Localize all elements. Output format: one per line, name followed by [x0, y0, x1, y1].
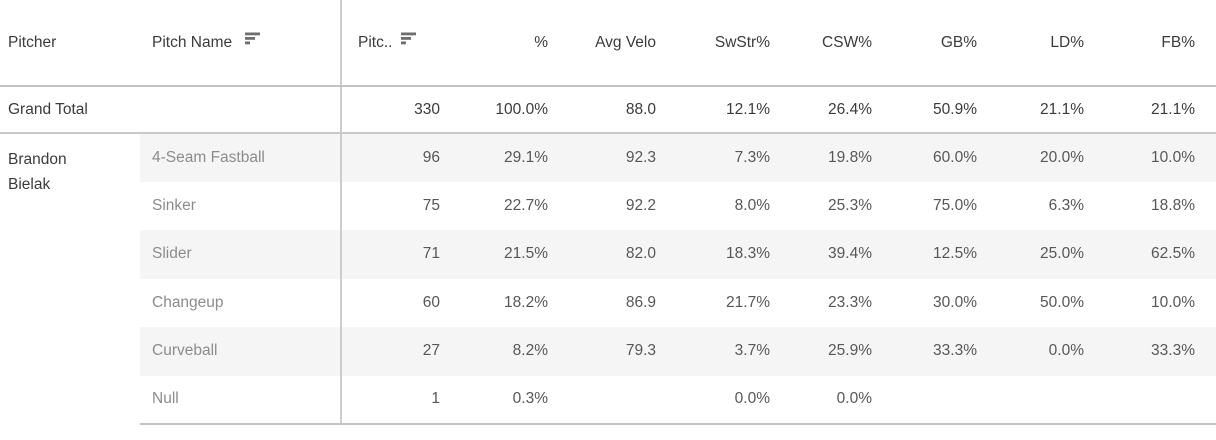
stat-cell[interactable]: 60	[422, 293, 440, 311]
column-header-label: CSW%	[822, 33, 872, 51]
stat-cell[interactable]: 50.0%	[1040, 293, 1084, 311]
stat-cell[interactable]: 88.0	[553, 86, 661, 134]
column-header-gb[interactable]: GB%	[877, 0, 982, 87]
stat-cell[interactable]: 330	[341, 86, 445, 134]
stat-cell[interactable]: 6.3%	[1048, 196, 1084, 214]
stat-cell[interactable]: 92.3	[553, 133, 661, 182]
table-row: Sinker 75 22.7% 92.2 8.0% 25.3% 75.0% 6.…	[0, 181, 1216, 230]
stat-cell[interactable]: 21.1%	[1089, 86, 1216, 134]
stat-cell[interactable]: 3.7%	[661, 327, 775, 376]
sort-descending-icon[interactable]	[401, 32, 417, 50]
column-header-label: Pitch Name	[152, 33, 233, 51]
stat-cell[interactable]: 18.8%	[1151, 196, 1195, 214]
column-header-pct[interactable]: %	[445, 0, 553, 87]
stat-cell[interactable]: 0.3%	[445, 375, 553, 425]
stat-cell[interactable]: 7.3%	[661, 133, 775, 182]
stat-cell[interactable]	[553, 375, 661, 425]
table-row: Changeup 60 18.2% 86.9 21.7% 23.3% 30.0%…	[0, 278, 1216, 327]
stat-cell[interactable]: 21.5%	[445, 230, 553, 279]
column-header-label: SwStr%	[714, 33, 770, 51]
crosstab-table: Pitcher Pitch Name Pitc.. % Avg Velo SwS…	[0, 0, 1216, 425]
stat-cell[interactable]: 10.0%	[1151, 293, 1195, 311]
stat-cell[interactable]: 0.0%	[661, 375, 775, 425]
stat-cell[interactable]: 18.2%	[504, 293, 548, 311]
stat-cell[interactable]: 75	[422, 196, 440, 214]
column-header-label: FB%	[1161, 33, 1195, 51]
column-header-label: Avg Velo	[595, 33, 656, 51]
column-header-label: Pitcher	[8, 33, 57, 51]
stat-cell[interactable]: 27	[341, 327, 445, 376]
pitcher-name-cell[interactable]: Brandon Bielak	[0, 133, 140, 424]
stat-cell[interactable]: 8.0%	[734, 196, 770, 214]
column-header-csw[interactable]: CSW%	[775, 0, 877, 87]
stat-cell[interactable]: 30.0%	[933, 293, 977, 311]
stat-cell[interactable]: 86.9	[625, 293, 656, 311]
stat-cell[interactable]	[982, 375, 1089, 425]
stat-cell[interactable]: 100.0%	[445, 86, 553, 134]
stat-cell[interactable]: 33.3%	[1089, 327, 1216, 376]
column-header-pitches[interactable]: Pitc..	[341, 0, 445, 87]
table-row: Brandon Bielak 4-Seam Fastball 96 29.1% …	[0, 133, 1216, 424]
column-header-swstr[interactable]: SwStr%	[661, 0, 775, 87]
grand-total-row: Grand Total 330 100.0% 88.0 12.1% 26.4% …	[0, 86, 1216, 134]
stat-cell[interactable]: 29.1%	[445, 133, 553, 182]
stat-cell[interactable]: 39.4%	[775, 230, 877, 279]
grand-total-label[interactable]: Grand Total	[0, 86, 342, 134]
column-header-pitch-name[interactable]: Pitch Name	[140, 0, 342, 87]
table-row: Null 1 0.3% 0.0% 0.0%	[0, 375, 1216, 425]
stat-cell[interactable]: 75.0%	[933, 196, 977, 214]
stat-cell[interactable]: 21.7%	[726, 293, 770, 311]
column-header-label: %	[534, 33, 548, 51]
stat-cell[interactable]: 82.0	[553, 230, 661, 279]
stat-cell[interactable]: 25.9%	[775, 327, 877, 376]
pitch-name-cell[interactable]: Sinker	[140, 181, 342, 230]
stat-cell[interactable]: 71	[341, 230, 445, 279]
stat-cell[interactable]: 25.0%	[982, 230, 1089, 279]
column-header-label: Pitc..	[358, 33, 393, 51]
stat-cell[interactable]: 33.3%	[877, 327, 982, 376]
stat-cell[interactable]: 21.1%	[982, 86, 1089, 134]
stat-cell[interactable]: 25.3%	[828, 196, 872, 214]
pitch-name-cell[interactable]: Curveball	[140, 327, 342, 376]
stat-cell[interactable]: 79.3	[553, 327, 661, 376]
stat-cell[interactable]: 0.0%	[982, 327, 1089, 376]
stat-cell[interactable]: 23.3%	[828, 293, 872, 311]
stat-cell[interactable]: 26.4%	[775, 86, 877, 134]
column-header-label: GB%	[940, 33, 977, 51]
stat-cell[interactable]: 0.0%	[775, 375, 877, 425]
column-header-fb[interactable]: FB%	[1089, 0, 1216, 87]
column-header-ld[interactable]: LD%	[982, 0, 1089, 87]
stat-cell[interactable]: 10.0%	[1089, 133, 1216, 182]
stat-cell[interactable]	[877, 375, 982, 425]
column-header-avg-velo[interactable]: Avg Velo	[553, 0, 661, 87]
stat-cell[interactable]: 60.0%	[877, 133, 982, 182]
stat-cell[interactable]: 92.2	[625, 196, 656, 214]
column-header-label: LD%	[1050, 33, 1084, 51]
sort-descending-icon[interactable]	[245, 32, 261, 50]
stat-cell[interactable]: 62.5%	[1089, 230, 1216, 279]
stat-cell[interactable]: 96	[341, 133, 445, 182]
stat-cell[interactable]: 18.3%	[661, 230, 775, 279]
header-row: Pitcher Pitch Name Pitc.. % Avg Velo SwS…	[0, 0, 1216, 87]
stat-cell[interactable]: 12.5%	[877, 230, 982, 279]
pitcher-name: Brandon Bielak	[8, 151, 67, 193]
stat-cell[interactable]: 22.7%	[504, 196, 548, 214]
stat-cell[interactable]: 8.2%	[445, 327, 553, 376]
stat-cell[interactable]	[1089, 375, 1216, 425]
stat-cell[interactable]: 19.8%	[775, 133, 877, 182]
pitch-name-cell[interactable]: Changeup	[140, 278, 342, 327]
stat-cell[interactable]: 1	[341, 375, 445, 425]
pitch-name-cell[interactable]: 4-Seam Fastball	[140, 133, 342, 182]
pitch-name-cell[interactable]: Null	[140, 375, 342, 425]
stat-cell[interactable]: 50.9%	[877, 86, 982, 134]
pitch-name-cell[interactable]: Slider	[140, 230, 342, 279]
stat-cell[interactable]: 20.0%	[982, 133, 1089, 182]
column-header-pitcher[interactable]: Pitcher	[0, 0, 140, 87]
stat-cell[interactable]: 12.1%	[661, 86, 775, 134]
table-row: Curveball 27 8.2% 79.3 3.7% 25.9% 33.3% …	[0, 327, 1216, 376]
table-row: Slider 71 21.5% 82.0 18.3% 39.4% 12.5% 2…	[0, 230, 1216, 279]
